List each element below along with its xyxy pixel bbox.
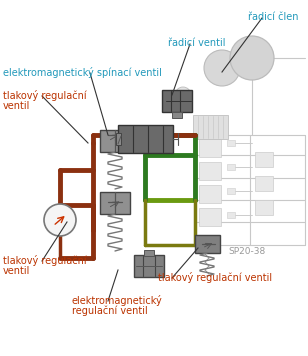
Bar (195, 235, 220, 253)
Bar (255, 152, 273, 167)
Bar (144, 250, 154, 256)
Bar (227, 140, 235, 146)
Bar (255, 200, 273, 215)
Circle shape (204, 50, 240, 86)
Bar (116, 133, 121, 145)
Circle shape (44, 204, 76, 236)
Text: regulační ventil: regulační ventil (72, 306, 148, 316)
Text: SP20-38: SP20-38 (228, 247, 265, 256)
Bar (172, 112, 182, 118)
Circle shape (230, 36, 274, 80)
Bar (100, 130, 130, 152)
Bar (199, 162, 221, 180)
Bar (227, 188, 235, 194)
Bar (100, 192, 130, 214)
Bar (199, 185, 221, 203)
Bar (193, 115, 228, 139)
Text: tlakový regulační: tlakový regulační (3, 90, 87, 101)
Text: řadicí ventil: řadicí ventil (168, 38, 225, 48)
Bar (197, 235, 219, 253)
Bar (227, 164, 235, 170)
Text: ventil: ventil (3, 266, 30, 276)
Text: řadicí člen: řadicí člen (248, 12, 298, 22)
Bar (199, 139, 221, 157)
Bar (134, 255, 164, 277)
Text: elektromagnetický spínací ventil: elektromagnetický spínací ventil (3, 67, 162, 78)
Bar (199, 208, 221, 226)
Text: ventil: ventil (3, 101, 30, 111)
Bar (255, 176, 273, 191)
Text: tlakový regulační: tlakový regulační (3, 255, 87, 266)
Text: elektromagnetický: elektromagnetický (72, 295, 163, 306)
Bar (162, 90, 192, 112)
Bar (168, 93, 188, 111)
Text: tlakový regulační ventil: tlakový regulační ventil (158, 272, 272, 283)
Bar (227, 212, 235, 218)
Bar (118, 125, 173, 153)
Circle shape (175, 87, 191, 103)
